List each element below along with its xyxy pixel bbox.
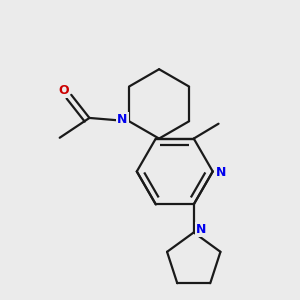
Text: O: O xyxy=(59,84,69,98)
Text: N: N xyxy=(216,166,226,178)
Text: N: N xyxy=(196,223,206,236)
Text: N: N xyxy=(117,113,128,126)
